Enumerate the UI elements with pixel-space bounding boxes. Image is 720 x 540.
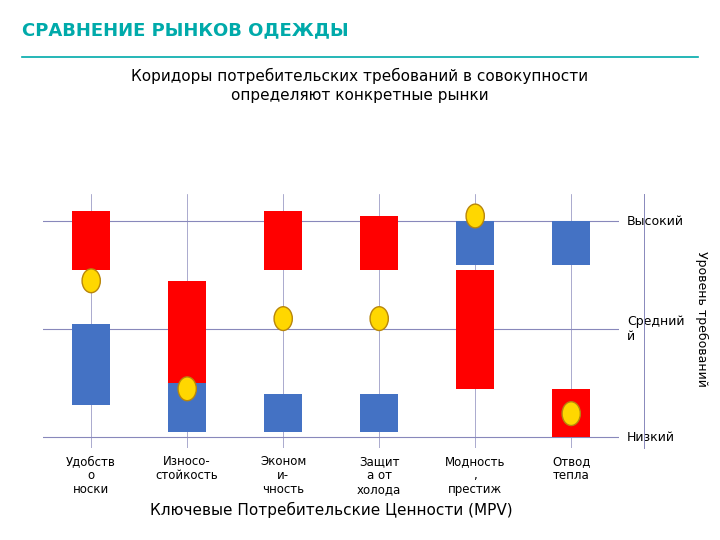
Ellipse shape (466, 204, 485, 228)
Bar (552, 389, 590, 437)
Text: Уровень требований: Уровень требований (696, 251, 708, 387)
Text: Низкий: Низкий (627, 431, 675, 444)
Ellipse shape (370, 307, 388, 330)
Ellipse shape (562, 402, 580, 426)
Bar (360, 216, 398, 270)
Bar (456, 221, 495, 265)
Ellipse shape (178, 377, 197, 401)
Bar (552, 221, 590, 265)
Ellipse shape (274, 307, 292, 330)
Bar (456, 270, 495, 389)
Bar (168, 383, 207, 432)
Text: Высокий: Высокий (627, 215, 684, 228)
Text: СРАВНЕНИЕ РЫНКОВ ОДЕЖДЫ: СРАВНЕНИЕ РЫНКОВ ОДЕЖДЫ (22, 22, 348, 39)
Bar (168, 281, 207, 383)
Bar (264, 394, 302, 432)
Bar (264, 211, 302, 270)
Ellipse shape (82, 269, 100, 293)
Bar (360, 394, 398, 432)
Text: Ключевые Потребительские Ценности (MPV): Ключевые Потребительские Ценности (MPV) (150, 502, 513, 518)
Bar (72, 324, 110, 405)
Bar (72, 211, 110, 270)
Text: Средний
й: Средний й (627, 315, 685, 343)
Text: Коридоры потребительских требований в совокупности
определяют конкретные рынки: Коридоры потребительских требований в со… (132, 68, 588, 104)
